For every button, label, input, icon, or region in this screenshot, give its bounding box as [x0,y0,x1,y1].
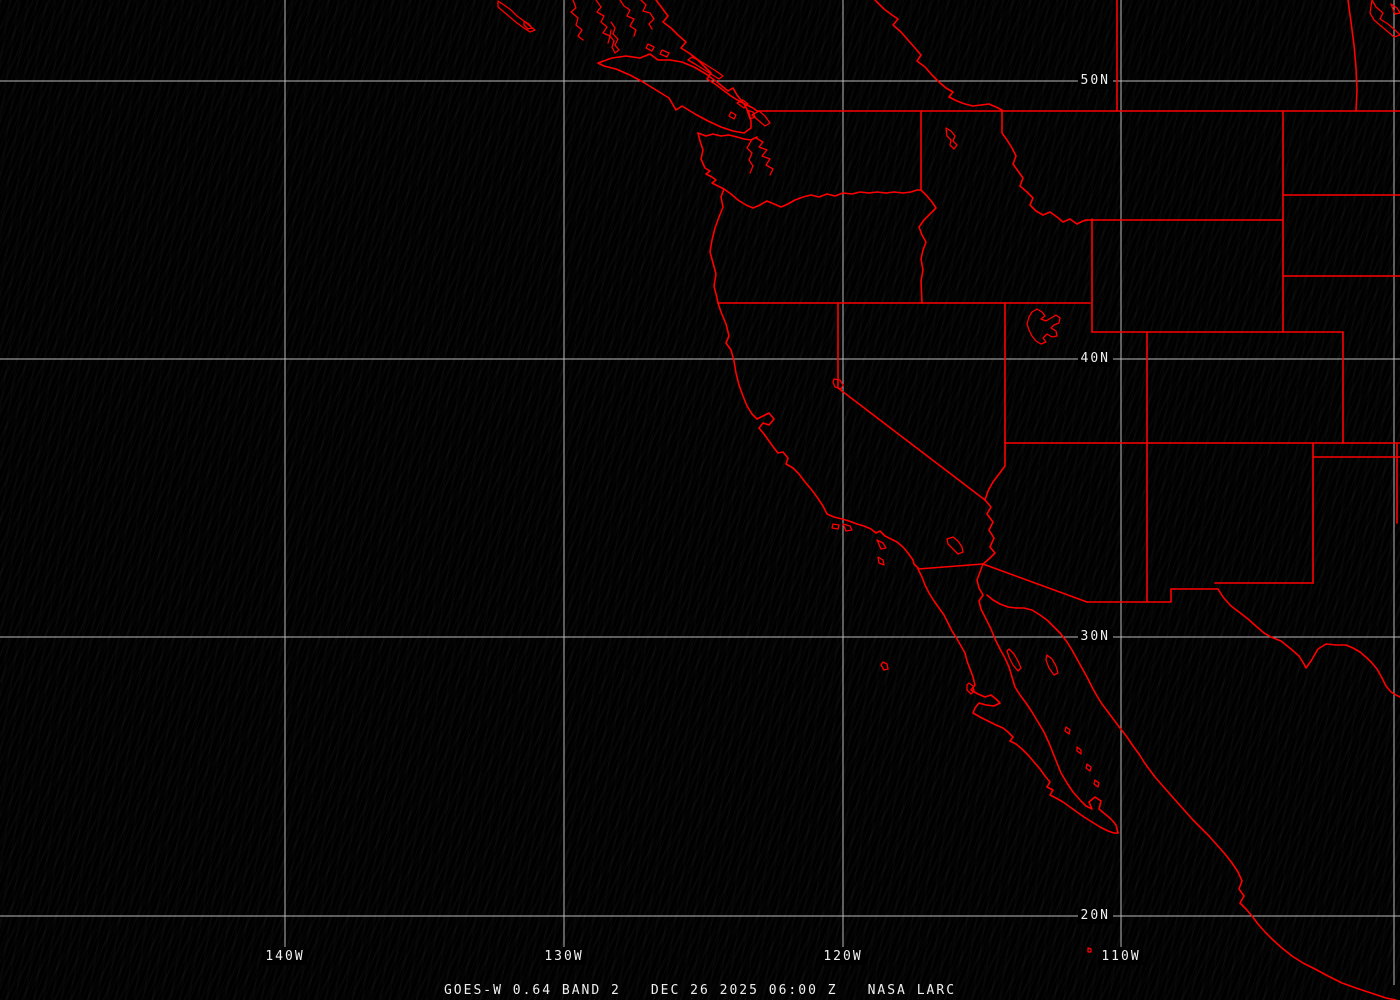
image-caption: GOES-W 0.64 BAND 2 DEC 26 2025 06:00 Z N… [0,983,1400,998]
columbia-river-border [723,188,922,209]
timestamp-label: DEC 26 2025 06:00 Z [650,983,838,998]
bc-fjords [570,0,670,58]
bc-island-chain [497,0,536,33]
lon-label-110w: 110W [1098,949,1144,965]
pacific-coastline [697,132,919,569]
california-nevada-diagonal [837,387,986,501]
product-name-label: GOES-W 0.64 BAND 2 [443,983,621,998]
lon-label-140w: 140W [262,949,308,965]
lon-label-130w: 130W [541,949,587,965]
guadalupe-island [880,661,889,671]
nevada-arizona-colorado-river [984,442,1006,501]
saskatchewan-manitoba-border [1347,0,1358,112]
snake-river-border [918,189,937,304]
great-salt-lake [1026,308,1061,345]
idaho-montana-border [1001,109,1089,225]
newmexico-mexico-border [1086,588,1219,603]
credit-label: NASA LARC [867,983,957,998]
salton-sea [946,536,964,555]
map-boundaries [497,0,1400,1000]
lake-pend-oreille [945,127,958,150]
lat-label-40n: 40N [1077,351,1113,367]
channel-islands [831,523,887,566]
gulf-islands [1006,648,1100,788]
california-mexico-border [917,563,984,570]
baja-pacific-coast [917,568,1119,834]
baja-gulf-coast [978,594,1119,834]
rio-grande-border [1217,588,1400,698]
sonora-sinaloa-coast [986,594,1397,1000]
bc-alberta-border [874,0,1003,111]
manitoba-lake [1369,0,1400,38]
colorado-river-delta [976,563,984,596]
arizona-mexico-border [982,563,1088,603]
california-arizona-colorado-river [982,499,996,565]
lat-label-50n: 50N [1077,73,1113,89]
strait-juan-de-fuca-coast [697,132,758,141]
bc-mainland-coast [655,0,758,112]
lat-label-30n: 30N [1077,629,1113,645]
cedros-island [966,682,975,695]
socorro-island [1087,947,1092,953]
lake-tahoe [832,378,844,390]
lat-label-20n: 20N [1077,908,1113,924]
texada-island [687,56,724,80]
lon-label-120w: 120W [820,949,866,965]
